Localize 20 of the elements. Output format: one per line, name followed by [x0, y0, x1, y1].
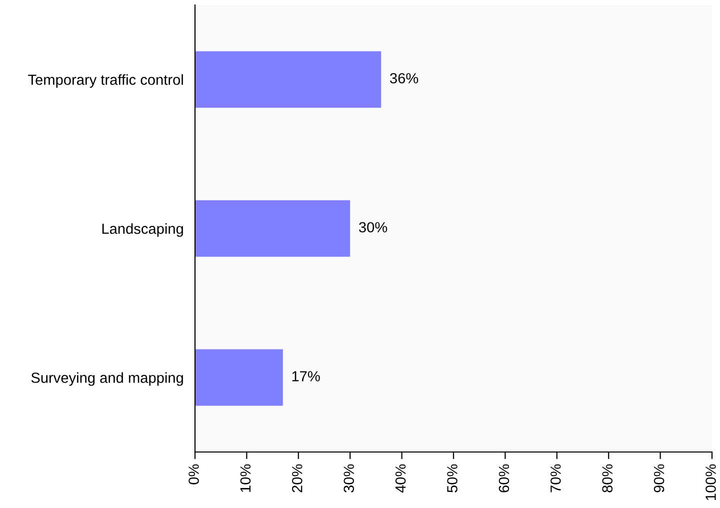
- data-label: 36%: [390, 73, 418, 84]
- x-tick-label: 100%: [706, 464, 716, 500]
- data-label: 30%: [358, 222, 388, 232]
- x-tick-label: 50%: [447, 464, 458, 492]
- x-tick-label: 80%: [602, 464, 613, 492]
- y-tick-label: Surveying and mapping: [31, 372, 183, 386]
- x-tick-label: 70%: [550, 464, 561, 492]
- bar: [195, 349, 283, 406]
- x-tick-label: 90%: [654, 464, 664, 492]
- x-tick-label: 20%: [292, 464, 302, 492]
- bar: [195, 51, 382, 108]
- x-tick-label: 40%: [395, 464, 406, 493]
- x-tick-label: 60%: [498, 464, 510, 492]
- x-tick-label: 10%: [240, 464, 251, 492]
- y-tick-label: Temporary traffic control: [28, 74, 183, 88]
- x-tick-label: 0%: [188, 464, 199, 484]
- bar: [195, 200, 350, 257]
- data-label: 17%: [292, 371, 320, 382]
- x-tick-label: 30%: [344, 464, 354, 492]
- y-tick-label: Landscaping: [102, 223, 183, 237]
